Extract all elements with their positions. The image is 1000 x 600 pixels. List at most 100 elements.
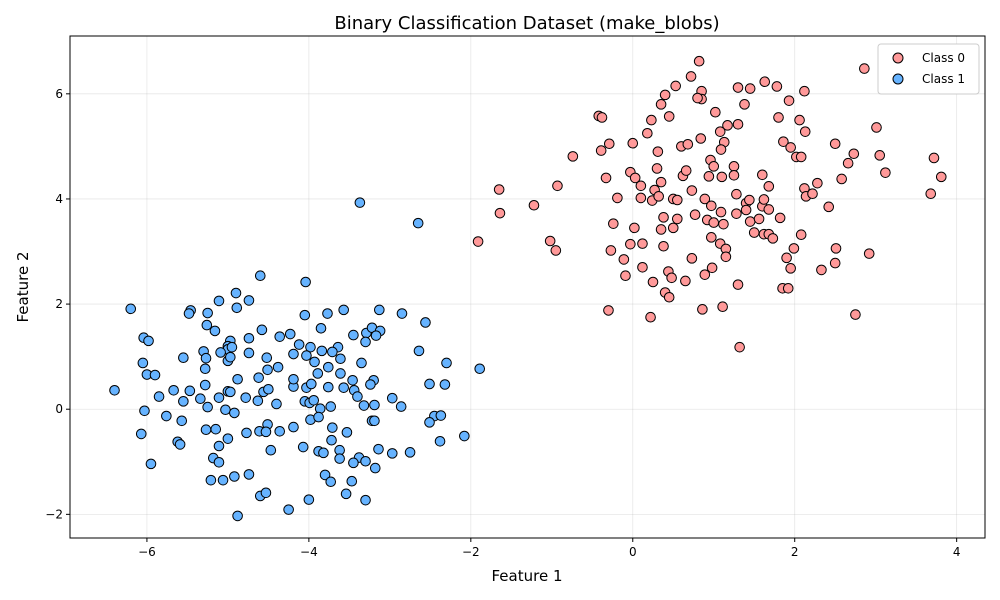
data-point	[863, 248, 875, 259]
data-point	[629, 172, 641, 184]
data-point	[595, 145, 607, 156]
data-point	[201, 319, 213, 331]
data-point	[335, 353, 346, 365]
data-point	[655, 176, 667, 188]
data-point	[710, 106, 721, 118]
data-point	[220, 404, 231, 416]
data-point	[718, 218, 729, 230]
data-point	[731, 188, 742, 200]
x-tick-label: −2	[462, 545, 480, 559]
data-point	[672, 194, 683, 206]
data-point	[620, 270, 631, 281]
data-point	[283, 504, 294, 515]
data-point	[386, 448, 398, 459]
data-point	[232, 510, 243, 522]
data-point	[327, 422, 338, 433]
data-point	[605, 245, 617, 256]
y-tick-label: 6	[55, 87, 63, 101]
data-point	[732, 119, 744, 130]
data-point	[744, 83, 756, 94]
data-point	[699, 193, 711, 205]
data-point	[739, 99, 750, 110]
data-point	[728, 169, 740, 181]
data-point	[773, 112, 784, 123]
data-point	[213, 440, 225, 452]
data-point	[728, 161, 740, 172]
data-point	[767, 233, 779, 244]
data-point	[327, 346, 338, 358]
data-point	[252, 395, 264, 407]
data-point	[360, 455, 371, 467]
data-point	[413, 345, 425, 357]
data-point	[627, 137, 639, 149]
data-point	[222, 433, 234, 444]
data-point	[360, 494, 371, 506]
data-point	[439, 379, 451, 390]
data-point	[354, 197, 366, 208]
data-point	[153, 391, 165, 402]
data-point	[183, 308, 195, 319]
data-point	[322, 308, 333, 319]
plot-frame	[69, 35, 986, 539]
data-point	[816, 264, 827, 276]
data-point	[184, 385, 196, 397]
data-point	[703, 171, 715, 182]
data-point	[325, 476, 337, 488]
data-point	[338, 304, 349, 316]
data-point	[395, 401, 407, 412]
legend: Class 0 Class 1	[877, 43, 980, 95]
data-point	[697, 304, 708, 315]
data-point	[369, 415, 380, 427]
data-point	[213, 295, 225, 307]
data-point	[226, 341, 238, 353]
data-point	[143, 335, 154, 347]
data-point	[928, 152, 940, 164]
data-point	[225, 386, 236, 398]
data-point	[260, 426, 272, 438]
data-point	[217, 474, 229, 486]
y-tick-label: 2	[55, 297, 63, 311]
data-point	[618, 254, 630, 265]
data-point	[781, 252, 792, 264]
data-point	[293, 339, 305, 350]
data-point	[782, 283, 794, 294]
y-tick-label: −2	[45, 507, 63, 521]
data-point	[795, 151, 807, 163]
data-point	[369, 399, 380, 411]
data-point	[323, 361, 334, 373]
data-point	[734, 341, 745, 353]
data-point	[642, 127, 653, 139]
data-point	[732, 279, 744, 290]
y-axis-title: Feature 2	[14, 252, 32, 323]
data-point	[494, 207, 506, 219]
data-point	[274, 425, 286, 437]
data-point	[753, 213, 765, 225]
data-point	[763, 181, 775, 192]
data-point	[829, 138, 841, 150]
data-point	[254, 270, 266, 281]
data-point	[265, 444, 277, 456]
data-point	[225, 351, 236, 363]
data-point	[319, 469, 331, 481]
data-point	[783, 95, 795, 106]
data-point	[807, 188, 818, 199]
data-point	[241, 427, 252, 439]
data-point	[880, 167, 891, 178]
data-point	[744, 216, 756, 227]
data-point	[699, 269, 711, 280]
data-point	[785, 142, 796, 153]
series-0	[472, 55, 947, 353]
data-point	[715, 144, 727, 155]
data-points	[109, 55, 947, 522]
data-point	[262, 364, 273, 376]
data-point	[300, 276, 311, 288]
data-point	[552, 180, 563, 192]
data-point	[178, 396, 189, 407]
data-point	[848, 148, 860, 160]
data-point	[692, 92, 703, 104]
legend-label-class-1: Class 1	[922, 72, 965, 86]
data-point	[346, 475, 358, 487]
data-point	[672, 213, 683, 225]
data-point	[232, 373, 243, 385]
data-point	[230, 287, 242, 299]
